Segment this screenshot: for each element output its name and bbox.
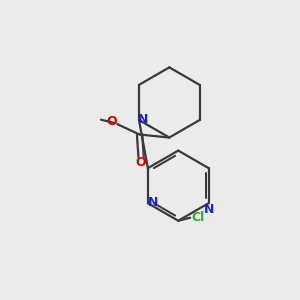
Text: Cl: Cl bbox=[191, 211, 204, 224]
Text: N: N bbox=[147, 196, 158, 209]
Text: O: O bbox=[136, 156, 146, 169]
Text: N: N bbox=[203, 202, 214, 216]
Text: O: O bbox=[106, 115, 117, 128]
Text: N: N bbox=[138, 113, 148, 127]
